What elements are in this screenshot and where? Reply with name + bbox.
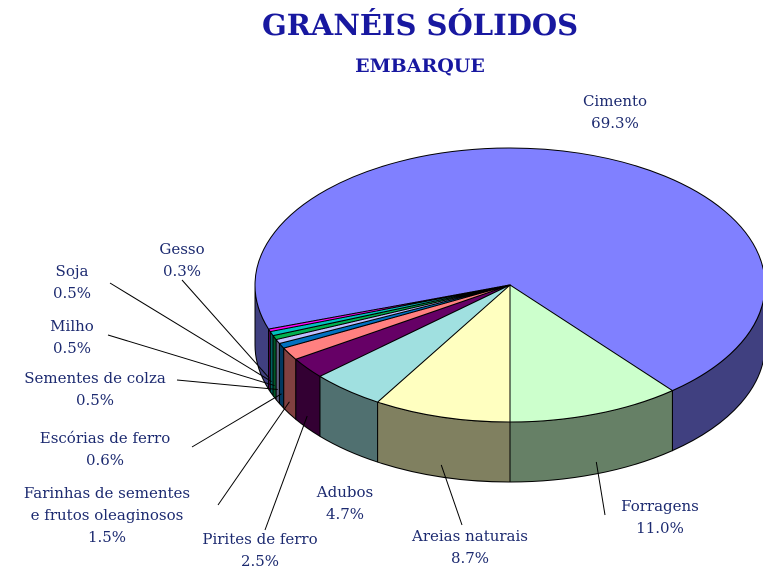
leader-line: [181, 279, 270, 379]
slice-label: Soja: [55, 262, 89, 280]
leader-line: [217, 401, 290, 506]
slice-value-label: 8.7%: [450, 549, 490, 567]
chart-subtitle: EMBARQUE: [355, 55, 485, 77]
leader-line: [109, 282, 272, 383]
slice-label: Forragens: [621, 497, 699, 515]
leader-line: [264, 415, 308, 531]
slice-value-label: 2.5%: [240, 552, 280, 568]
slice-label: Milho: [50, 317, 94, 335]
pie-side: [278, 342, 285, 410]
slice-label: Pirites de ferro: [202, 530, 318, 548]
slice-value-label: 0.6%: [85, 451, 125, 469]
slice-value-label: 69.3%: [591, 114, 639, 132]
pie-slice: [376, 283, 511, 423]
leader-line: [440, 464, 463, 526]
pie-side: [268, 327, 271, 394]
leader-line: [595, 461, 606, 516]
slice-value-label: 1.5%: [87, 528, 127, 546]
slice-label: Cimento: [582, 92, 648, 110]
leader-line: [176, 379, 278, 391]
pie-slice: [509, 284, 674, 423]
pie-slice: [254, 147, 763, 392]
leader-line: [107, 334, 275, 387]
slice-label: Areias naturais: [412, 527, 528, 545]
chart-title: GRANÉIS SÓLIDOS: [261, 8, 579, 42]
slice-value-label: 0.5%: [52, 284, 92, 302]
slice-label: Farinhas de sementes e frutos oleaginoso…: [23, 484, 191, 524]
pie-slice: [267, 284, 511, 333]
pie-side: [283, 346, 297, 421]
slice-value-label: 0.5%: [52, 339, 92, 357]
slice-label: Adubos: [316, 483, 374, 501]
slice-label: Escórias de ferro: [39, 429, 171, 447]
slice-label: Sementes de colza: [24, 369, 166, 387]
slice-value-label: 0.5%: [75, 391, 115, 409]
leader-line: [191, 393, 282, 448]
slice-label: Gesso: [159, 240, 205, 258]
slice-value-label: 4.7%: [325, 505, 365, 523]
slice-value-label: 11.0%: [636, 519, 684, 537]
slice-value-label: 0.3%: [162, 262, 202, 280]
